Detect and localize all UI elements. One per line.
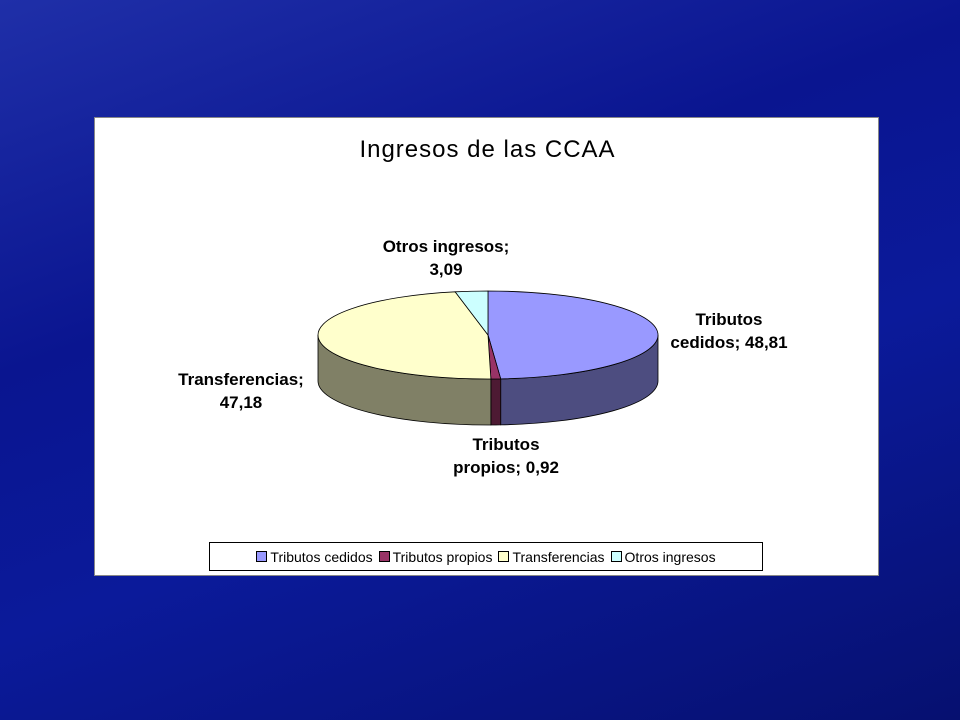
legend-item: Tributos propios bbox=[378, 548, 493, 565]
legend-swatch bbox=[498, 551, 510, 562]
slice bbox=[454, 290, 489, 337]
slice bbox=[487, 290, 659, 380]
legend-item: Tributos cedidos bbox=[256, 548, 373, 565]
legend-label: Tributos propios bbox=[392, 548, 493, 565]
legend-swatch bbox=[256, 551, 268, 562]
legend-item: Transferencias bbox=[498, 548, 605, 565]
legend-label: Otros ingresos bbox=[624, 548, 716, 565]
slice bbox=[317, 291, 492, 380]
pie-plot bbox=[317, 290, 659, 426]
chart-area: Ingresos de las CCAA Tributos cedidos Tri… bbox=[94, 117, 879, 576]
legend-swatch bbox=[378, 551, 390, 562]
legend-swatch bbox=[610, 551, 622, 562]
data-label: Transferencias; 47,18 bbox=[178, 370, 304, 412]
legend-label: Tributos cedidos bbox=[270, 548, 373, 565]
chart-title: Ingresos de las CCAA bbox=[359, 136, 616, 163]
data-label: Otros ingresos; 3,09 bbox=[382, 237, 510, 279]
legend-label: Transferencias bbox=[512, 548, 605, 565]
legend-item: Otros ingresos bbox=[610, 548, 716, 565]
slice-side bbox=[490, 378, 502, 426]
legend: Tributos cedidos Tributos propios Transfer… bbox=[209, 542, 763, 571]
data-label: Tributos propios; 0,92 bbox=[453, 435, 559, 477]
data-label: Tributos cedidos; 48,81 bbox=[670, 310, 788, 352]
